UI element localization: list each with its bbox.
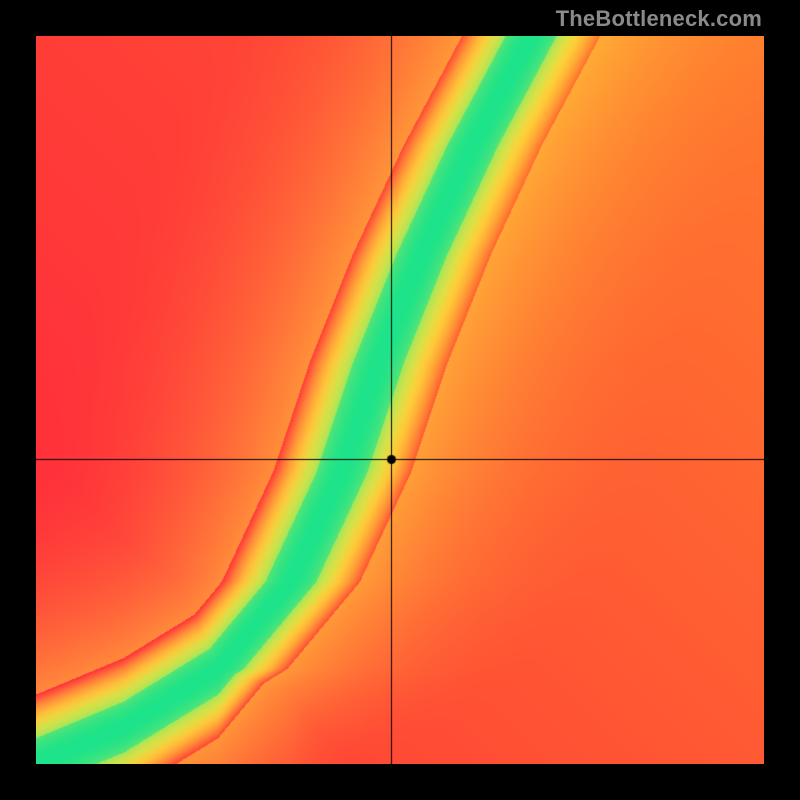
watermark-text: TheBottleneck.com — [556, 6, 762, 32]
chart-container: TheBottleneck.com — [0, 0, 800, 800]
crosshair-overlay — [36, 36, 764, 764]
